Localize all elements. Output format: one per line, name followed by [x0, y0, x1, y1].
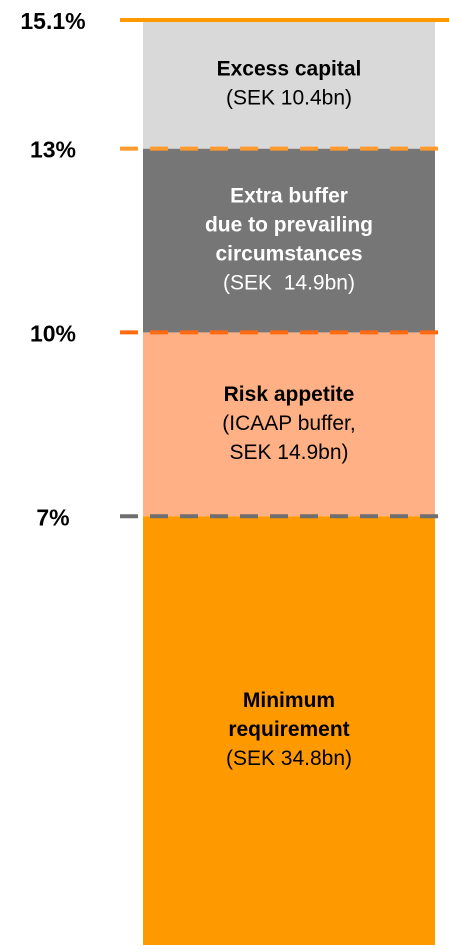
segment-label: circumstances [215, 243, 362, 266]
bar-segment [143, 332, 435, 517]
bar-segment [143, 516, 435, 945]
y-tick-label: 7% [36, 504, 69, 530]
segment-label: Minimum [243, 689, 335, 712]
y-tick-label: 15.1% [20, 8, 85, 34]
segment-label: Risk appetite [224, 383, 355, 406]
segment-label: due to prevailing [205, 214, 373, 237]
bar-segment [143, 20, 435, 149]
y-tick-label: 10% [30, 320, 76, 346]
segment-detail: (SEK 14.9bn) [223, 272, 355, 295]
segment-label: requirement [228, 718, 349, 741]
segment-detail: (SEK 34.8bn) [226, 747, 352, 770]
segment-detail: SEK 14.9bn) [229, 441, 348, 464]
bar-segment [143, 148, 435, 333]
segment-label: Excess capital [217, 57, 362, 80]
y-tick-label: 13% [30, 137, 76, 163]
segment-detail: (SEK 10.4bn) [226, 86, 352, 109]
segment-detail: (ICAAP buffer, [222, 412, 355, 435]
segment-label: Extra buffer [230, 185, 348, 208]
